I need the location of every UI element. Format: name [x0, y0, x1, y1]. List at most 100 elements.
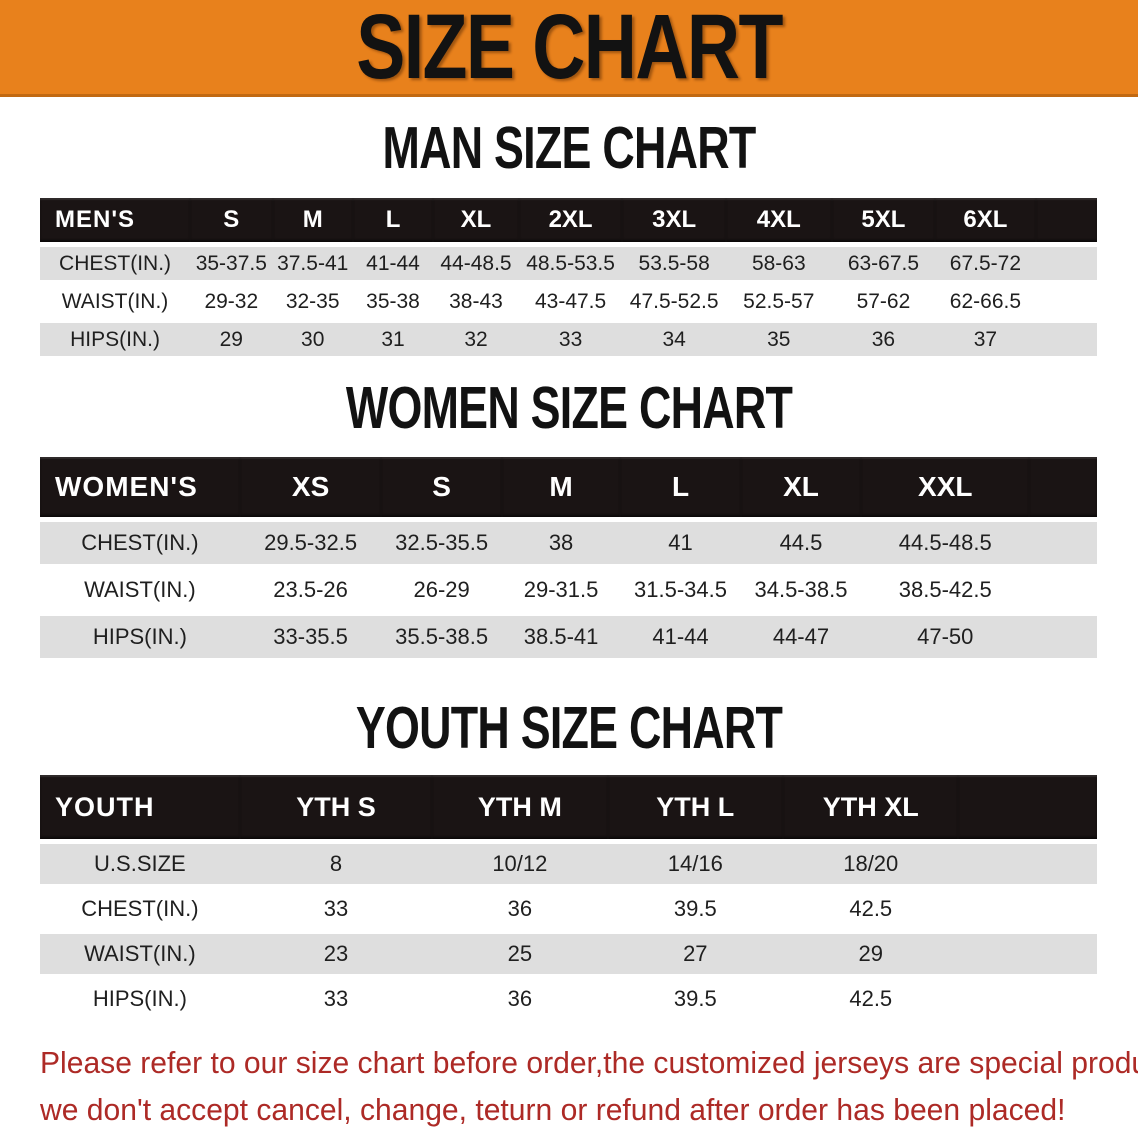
men-row-label: WAIST(IN.) — [40, 285, 191, 318]
women-size-column-header: L — [620, 457, 741, 517]
youth-row-label: WAIST(IN.) — [40, 934, 240, 974]
women-row-label: HIPS(IN.) — [40, 616, 240, 658]
men-size-value-cell: 58-63 — [725, 247, 832, 280]
women-size-chart-section: WOMEN SIZE CHART WOMEN'S XS S M L XL XXL CHES… — [0, 379, 1138, 663]
youth-row-filler — [958, 934, 1097, 974]
youth-row-filler — [958, 889, 1097, 929]
youth-header-filler — [958, 775, 1097, 839]
women-size-value-cell: 35.5-38.5 — [381, 616, 502, 658]
youth-size-value-cell: 42.5 — [783, 889, 959, 929]
men-size-value-cell: 34 — [622, 323, 726, 356]
men-size-column-header: 6XL — [935, 198, 1036, 242]
banner-title: SIZE CHART — [356, 0, 783, 98]
men-size-value-cell: 53.5-58 — [622, 247, 726, 280]
men-size-value-cell: 57-62 — [831, 285, 936, 318]
youth-size-value-cell: 42.5 — [783, 979, 959, 1019]
men-size-value-cell: 38-43 — [433, 285, 519, 318]
women-size-value-cell: 38.5-42.5 — [861, 569, 1030, 611]
men-size-column-header: L — [352, 198, 434, 242]
youth-size-table: YOUTH YTH S YTH M YTH L YTH XL U.S.SIZE 8 10/… — [40, 770, 1097, 1024]
men-size-value-cell: 29 — [190, 323, 273, 356]
men-size-value-cell: 37 — [935, 323, 1036, 356]
men-size-value-cell: 33 — [518, 323, 623, 356]
men-size-column-header: 3XL — [622, 198, 726, 242]
women-size-value-cell: 38 — [501, 522, 621, 564]
men-row-filler — [1035, 247, 1097, 280]
youth-row-label: U.S.SIZE — [40, 844, 240, 884]
women-header-filler — [1029, 457, 1097, 517]
men-size-value-cell: 35 — [725, 323, 832, 356]
youth-table-row: WAIST(IN.) 23 25 27 29 — [40, 934, 1097, 974]
men-size-column-header: S — [190, 198, 273, 242]
youth-row-label: HIPS(IN.) — [40, 979, 240, 1019]
men-size-value-cell: 41-44 — [352, 247, 434, 280]
men-size-value-cell: 30 — [272, 323, 353, 356]
men-table-row: HIPS(IN.) 29 30 31 32 33 34 35 36 37 — [40, 323, 1097, 356]
youth-row-filler — [958, 844, 1097, 884]
youth-table-row: HIPS(IN.) 33 36 39.5 42.5 — [40, 979, 1097, 1019]
youth-row-label: CHEST(IN.) — [40, 889, 240, 929]
youth-size-chart-section: YOUTH SIZE CHART YOUTH YTH S YTH M YTH L YT… — [0, 699, 1138, 1024]
women-size-column-header: M — [501, 457, 621, 517]
men-table-corner-label: MEN'S — [40, 198, 191, 242]
women-size-value-cell: 41-44 — [620, 616, 741, 658]
women-size-value-cell: 44-47 — [740, 616, 862, 658]
youth-size-value-cell: 10/12 — [432, 844, 608, 884]
women-table-corner-label: WOMEN'S — [40, 457, 240, 517]
women-size-column-header: XL — [740, 457, 862, 517]
youth-size-value-cell: 8 — [239, 844, 433, 884]
men-size-chart-section: MAN SIZE CHART MEN'S S M L XL 2XL 3XL 4XL 5XL 6X… — [0, 119, 1138, 361]
youth-table-corner-label: YOUTH — [40, 775, 240, 839]
men-size-table: MEN'S S M L XL 2XL 3XL 4XL 5XL 6XL CHEST(IN.) 35-… — [40, 193, 1097, 361]
youth-size-value-cell: 39.5 — [607, 979, 784, 1019]
men-size-column-header: 5XL — [831, 198, 936, 242]
women-table-header-row: WOMEN'S XS S M L XL XXL — [40, 457, 1097, 517]
men-size-column-header: M — [272, 198, 353, 242]
youth-size-value-cell: 36 — [432, 889, 608, 929]
men-size-value-cell: 47.5-52.5 — [622, 285, 726, 318]
men-row-label: CHEST(IN.) — [40, 247, 191, 280]
women-chart-heading: WOMEN SIZE CHART — [345, 375, 793, 441]
women-table-row: HIPS(IN.) 33-35.5 35.5-38.5 38.5-41 41-44 44-… — [40, 616, 1097, 658]
women-size-value-cell: 29.5-32.5 — [239, 522, 382, 564]
men-table-header-row: MEN'S S M L XL 2XL 3XL 4XL 5XL 6XL — [40, 198, 1097, 242]
women-row-label: CHEST(IN.) — [40, 522, 240, 564]
youth-size-value-cell: 27 — [607, 934, 784, 974]
youth-size-column-header: YTH S — [239, 775, 433, 839]
women-row-filler — [1029, 522, 1097, 564]
youth-size-value-cell: 33 — [239, 889, 433, 929]
men-chart-heading: MAN SIZE CHART — [382, 115, 757, 181]
women-size-value-cell: 47-50 — [861, 616, 1030, 658]
men-row-filler — [1035, 323, 1097, 356]
women-row-filler — [1029, 569, 1097, 611]
women-size-value-cell: 34.5-38.5 — [740, 569, 862, 611]
men-size-value-cell: 43-47.5 — [518, 285, 623, 318]
men-size-value-cell: 31 — [352, 323, 434, 356]
women-row-label: WAIST(IN.) — [40, 569, 240, 611]
men-header-filler — [1035, 198, 1097, 242]
men-size-value-cell: 35-37.5 — [190, 247, 273, 280]
size-chart-banner: SIZE CHART — [0, 0, 1138, 97]
youth-size-value-cell: 29 — [783, 934, 959, 974]
youth-row-filler — [958, 979, 1097, 1019]
men-row-label: HIPS(IN.) — [40, 323, 191, 356]
youth-chart-heading: YOUTH SIZE CHART — [355, 695, 783, 761]
women-size-table: WOMEN'S XS S M L XL XXL CHEST(IN.) 29.5-32.5 32… — [40, 452, 1097, 663]
youth-table-row: CHEST(IN.) 33 36 39.5 42.5 — [40, 889, 1097, 929]
men-size-value-cell: 44-48.5 — [433, 247, 519, 280]
men-size-value-cell: 32 — [433, 323, 519, 356]
footer-line-1: Please refer to our size chart before or… — [40, 1045, 1138, 1080]
women-size-value-cell: 29-31.5 — [501, 569, 621, 611]
women-size-value-cell: 32.5-35.5 — [381, 522, 502, 564]
youth-size-value-cell: 23 — [239, 934, 433, 974]
women-size-value-cell: 44.5-48.5 — [861, 522, 1030, 564]
men-size-value-cell: 67.5-72 — [935, 247, 1036, 280]
men-size-value-cell: 48.5-53.5 — [518, 247, 623, 280]
youth-size-column-header: YTH M — [432, 775, 608, 839]
footer-line-2: we don't accept cancel, change, teturn o… — [40, 1091, 1066, 1127]
women-table-row: WAIST(IN.) 23.5-26 26-29 29-31.5 31.5-34.5 34… — [40, 569, 1097, 611]
men-size-value-cell: 29-32 — [190, 285, 273, 318]
youth-size-value-cell: 33 — [239, 979, 433, 1019]
men-size-value-cell: 37.5-41 — [272, 247, 353, 280]
women-size-value-cell: 23.5-26 — [239, 569, 382, 611]
